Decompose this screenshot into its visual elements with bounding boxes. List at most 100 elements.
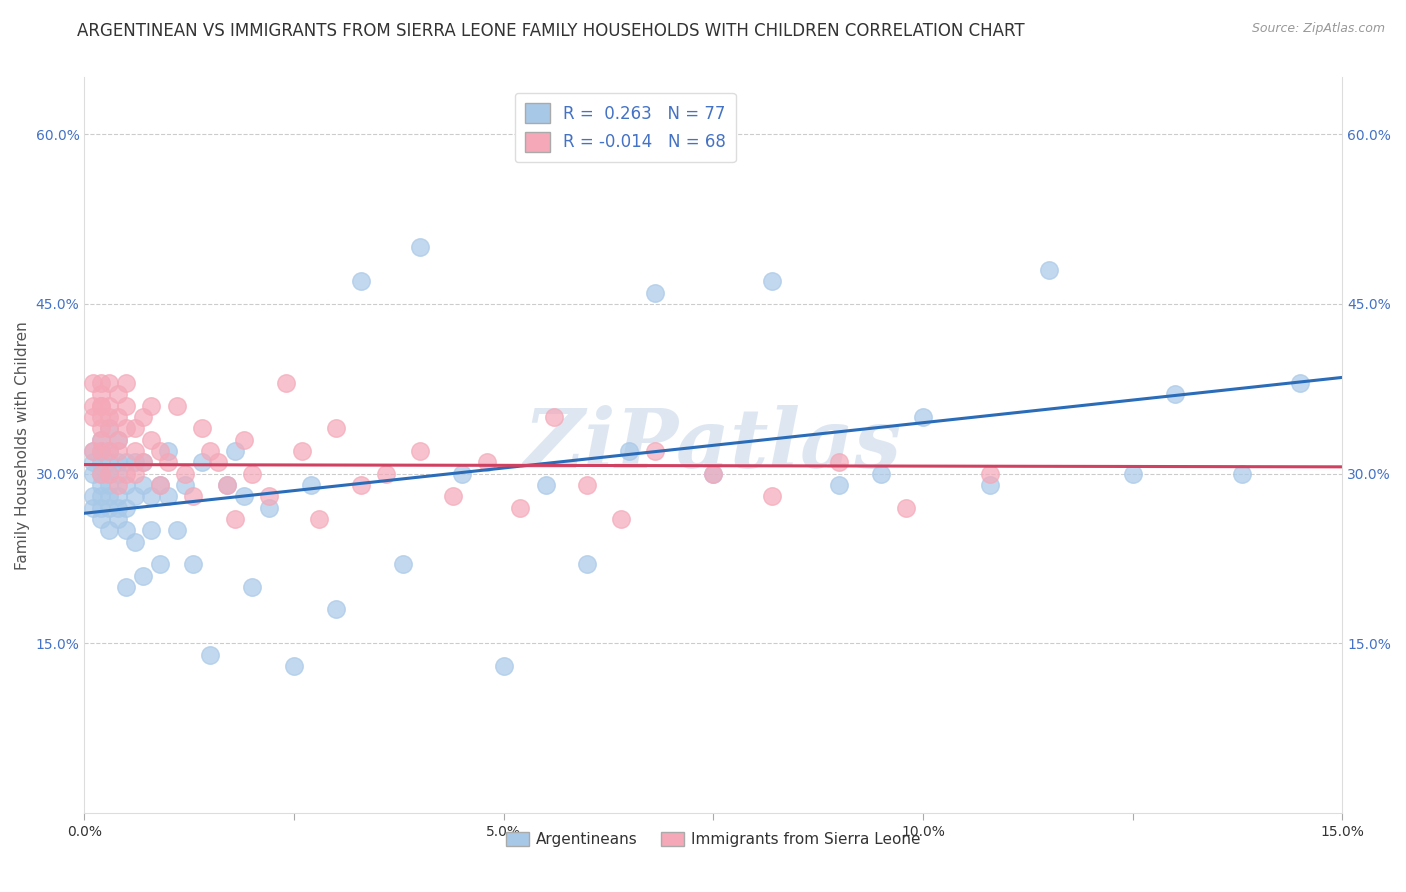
Point <box>115 421 138 435</box>
Point <box>107 433 129 447</box>
Point <box>90 489 112 503</box>
Point <box>90 444 112 458</box>
Point <box>576 558 599 572</box>
Point <box>132 455 155 469</box>
Point <box>1230 467 1253 481</box>
Point <box>181 489 204 503</box>
Point <box>610 512 633 526</box>
Point <box>215 478 238 492</box>
Point <box>115 467 138 481</box>
Point <box>1122 467 1144 481</box>
Point <box>149 558 172 572</box>
Point <box>141 433 163 447</box>
Point <box>82 455 104 469</box>
Point <box>141 399 163 413</box>
Point <box>82 410 104 425</box>
Point <box>82 467 104 481</box>
Point <box>107 387 129 401</box>
Point <box>98 489 121 503</box>
Point <box>82 500 104 515</box>
Point <box>325 421 347 435</box>
Point <box>274 376 297 390</box>
Point <box>115 376 138 390</box>
Point <box>894 500 917 515</box>
Point <box>141 523 163 537</box>
Point <box>350 478 373 492</box>
Point <box>1289 376 1312 390</box>
Point <box>98 455 121 469</box>
Point <box>124 489 146 503</box>
Point <box>90 444 112 458</box>
Point <box>509 500 531 515</box>
Text: ZiPatlas: ZiPatlas <box>524 405 903 485</box>
Point <box>124 444 146 458</box>
Point <box>141 489 163 503</box>
Point <box>761 274 783 288</box>
Point <box>82 399 104 413</box>
Point <box>149 444 172 458</box>
Point <box>149 478 172 492</box>
Point <box>90 399 112 413</box>
Point <box>82 489 104 503</box>
Point <box>90 387 112 401</box>
Point <box>215 478 238 492</box>
Point <box>107 410 129 425</box>
Point <box>90 478 112 492</box>
Point <box>979 467 1001 481</box>
Point <box>98 399 121 413</box>
Point <box>257 489 280 503</box>
Point <box>115 580 138 594</box>
Point <box>90 421 112 435</box>
Point <box>644 285 666 300</box>
Point <box>90 399 112 413</box>
Point <box>90 433 112 447</box>
Point <box>198 648 221 662</box>
Point <box>82 444 104 458</box>
Point <box>90 410 112 425</box>
Point <box>174 478 197 492</box>
Point <box>98 444 121 458</box>
Point <box>576 478 599 492</box>
Point <box>90 500 112 515</box>
Point <box>325 602 347 616</box>
Point <box>232 489 254 503</box>
Point <box>870 467 893 481</box>
Point <box>157 455 180 469</box>
Point <box>98 421 121 435</box>
Point <box>107 478 129 492</box>
Point <box>98 376 121 390</box>
Point <box>207 455 229 469</box>
Point <box>409 240 432 254</box>
Point <box>543 410 565 425</box>
Point <box>90 376 112 390</box>
Point <box>702 467 724 481</box>
Point <box>166 523 188 537</box>
Point <box>124 467 146 481</box>
Point <box>115 455 138 469</box>
Point <box>166 399 188 413</box>
Point <box>132 478 155 492</box>
Point <box>82 444 104 458</box>
Point <box>98 421 121 435</box>
Point <box>190 455 212 469</box>
Point <box>232 433 254 447</box>
Point <box>107 455 129 469</box>
Point <box>107 512 129 526</box>
Point <box>644 444 666 458</box>
Point <box>90 467 112 481</box>
Point <box>761 489 783 503</box>
Point <box>299 478 322 492</box>
Point <box>115 523 138 537</box>
Point <box>132 410 155 425</box>
Point <box>107 444 129 458</box>
Point <box>132 455 155 469</box>
Point <box>98 523 121 537</box>
Point <box>534 478 557 492</box>
Point <box>224 444 246 458</box>
Legend: Argentineans, Immigrants from Sierra Leone: Argentineans, Immigrants from Sierra Leo… <box>499 826 927 854</box>
Point <box>98 410 121 425</box>
Point <box>107 500 129 515</box>
Point <box>375 467 398 481</box>
Point <box>702 467 724 481</box>
Point <box>979 478 1001 492</box>
